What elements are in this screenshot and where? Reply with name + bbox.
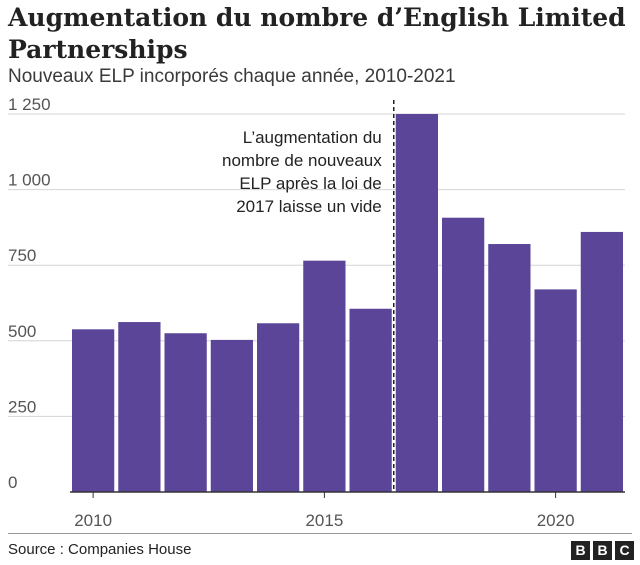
bbc-logo-letter-2: B [593, 541, 612, 560]
bar-2011 [118, 322, 161, 492]
bar-2019 [488, 244, 531, 492]
y-tick-label-1: 250 [8, 397, 36, 416]
y-tick-label-0: 0 [8, 473, 17, 492]
footer-divider [8, 533, 632, 534]
y-tick-label-5: 1 250 [8, 95, 51, 114]
bar-2013 [210, 339, 253, 492]
bar-2018 [442, 217, 485, 492]
y-tick-label-4: 1 000 [8, 171, 51, 190]
bbc-logo-letter-1: B [571, 541, 590, 560]
y-tick-label-2: 500 [8, 322, 36, 341]
y-tick-label-3: 750 [8, 246, 36, 265]
bar-2015 [303, 260, 346, 492]
bar-chart: 0 250 500 750 1 000 1 250 2010 2015 2020 L’augmen… [8, 95, 625, 530]
annotation-text-line-2: nombre de nouveaux [222, 151, 382, 170]
bar-2010 [72, 329, 115, 492]
bar-2020 [534, 289, 577, 492]
annotation-text-line-4: 2017 laisse un vide [236, 197, 382, 216]
x-tick-label-2010: 2010 [74, 511, 112, 530]
chart-subtitle: Nouveaux ELP incorporés chaque année, 20… [8, 66, 456, 87]
annotation-text-line-3: ELP après la loi de [239, 174, 381, 193]
source-note: Source : Companies House [8, 541, 192, 558]
bar-2021 [580, 231, 623, 492]
bar-2012 [164, 333, 207, 492]
x-tick-label-2015: 2015 [305, 511, 343, 530]
bar-2014 [257, 323, 300, 492]
chart-title: Augmentation du nombre d’English Limited… [8, 3, 626, 64]
bbc-logo-letter-3: C [615, 541, 634, 560]
x-tick-label-2020: 2020 [537, 511, 575, 530]
annotation-text-line-1: L’augmentation du [243, 128, 382, 147]
bar-2016 [349, 308, 392, 492]
bar-2017 [395, 114, 438, 492]
bbc-logo: B B C [571, 541, 634, 560]
